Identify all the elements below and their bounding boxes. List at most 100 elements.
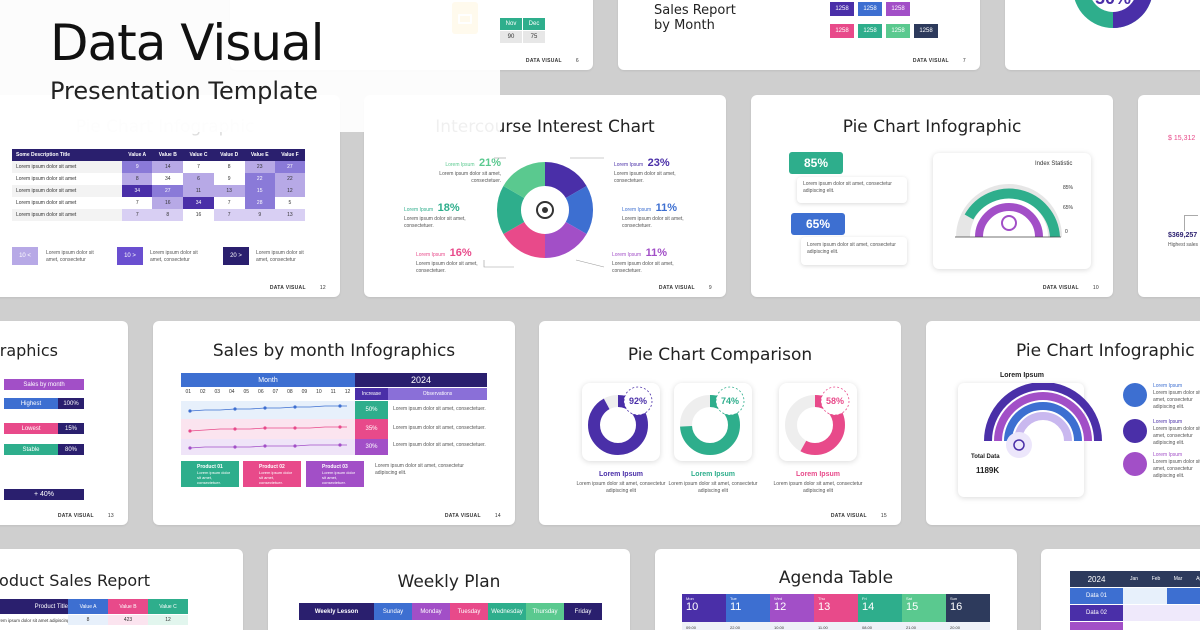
gauge-title: Index Statistic xyxy=(1035,161,1073,167)
value-cell: 1258 xyxy=(914,24,938,38)
bar-value: 80% xyxy=(58,444,84,455)
day-number: 15 xyxy=(906,601,919,613)
ring-segment xyxy=(545,161,587,198)
month-header: Month xyxy=(181,373,355,387)
table-header: Value C xyxy=(189,152,208,158)
legend-item: Lorem Ipsum Lorem ipsum dolor sit amet, c… xyxy=(1153,452,1200,479)
slide-16-pie[interactable]: Pie Chart Infographic Lorem Ipsum Total … xyxy=(926,321,1200,525)
month-tick: 06 xyxy=(258,389,264,395)
slide-13-infographics[interactable]: Infographics Sales by month Highest 100%… xyxy=(0,321,128,525)
increase-cell: 30% xyxy=(355,439,388,455)
month-value: 90 xyxy=(500,31,522,43)
observation: Lorem ipsum dolor sit amet, consectetuer… xyxy=(393,442,486,448)
agenda-day: Sat 15 21.00 xyxy=(902,594,946,630)
product-card: Product 02 Lorem ipsum dolor sit amet, c… xyxy=(243,461,301,487)
month-header: Jan xyxy=(1123,571,1145,587)
weekly-header: Thursday xyxy=(526,603,564,620)
bar-label: Stable xyxy=(4,444,58,455)
month-tick: 10 xyxy=(316,389,322,395)
table-cell: 7 xyxy=(122,197,153,209)
table-cell: 34 xyxy=(183,197,214,209)
donut-chart: 50% xyxy=(1074,0,1195,28)
day-of-week: Fri xyxy=(862,596,867,601)
donut-arc xyxy=(588,395,648,455)
day-of-week: Thu xyxy=(818,596,825,601)
row-label: Data 02 xyxy=(1070,605,1123,621)
slide-right-partial[interactable]: $ 15,312 $369,257 Highest sales xyxy=(1138,95,1200,297)
slide-footer: DATA VISUAL 7 xyxy=(912,58,966,64)
col-header: Observations xyxy=(388,388,487,400)
note: Lorem ipsum dolor sit amet, consectetur … xyxy=(375,463,464,476)
day-of-week: Sat xyxy=(906,596,913,601)
table-row: Lorem ipsum dolor sit amet 7 8 16 7 9 13 xyxy=(12,209,305,221)
gauge-tick: 85% xyxy=(1063,185,1074,191)
slide-top-mid[interactable]: Sales Report by Month 1258 1258 1258 125… xyxy=(618,0,980,70)
weekly-header: Friday xyxy=(564,603,602,620)
hero-banner: Data Visual Presentation Template xyxy=(0,0,500,132)
slide-weekly-plan[interactable]: Weekly Plan Weekly Lesson Sunday Monday Tue… xyxy=(268,549,630,630)
slide-14-sales-month[interactable]: Sales by month Infographics Month 2024 I… xyxy=(153,321,515,525)
percent-badge: 65% xyxy=(791,213,845,235)
agenda-day: Thu 13 11.00 xyxy=(814,594,858,630)
table-cell: 27 xyxy=(274,161,305,173)
slide-title: Infographics xyxy=(0,341,58,360)
table-cell: Lorem ipsum dolor sit amet adipiscing xyxy=(0,617,68,623)
table-header: Some Description Title xyxy=(16,152,71,158)
bar-value: 100% xyxy=(58,398,84,409)
line-chart xyxy=(188,404,347,450)
table-cell: 23 xyxy=(244,161,275,173)
gauge-arc xyxy=(975,203,1043,238)
donut-chart: 92% xyxy=(588,386,653,455)
slide-product-sales[interactable]: Product Sales Report Product Title Value… xyxy=(0,549,243,630)
table-header: Value B xyxy=(108,599,148,614)
slide-footer: DATA VISUAL 15 xyxy=(830,513,887,519)
slide-bottom-right[interactable]: 2024 Jan Feb Mar Apr Data 01 Data 02 xyxy=(1041,549,1200,630)
value-cell: 1258 xyxy=(886,24,910,38)
month-tick: 11 xyxy=(330,389,336,395)
slide-15-comparison[interactable]: Pie Chart Comparison 92% Lorem Ipsum Lorem… xyxy=(539,321,901,525)
total-value: 1189K xyxy=(976,466,1000,475)
table-header: Value D xyxy=(220,152,239,158)
slide-top-right[interactable]: 50% xyxy=(1005,0,1200,70)
legend-item: Lorem Ipsum 18% Lorem ipsum dolor sit am… xyxy=(404,202,466,229)
table-cell: 8 xyxy=(122,173,153,185)
chart-label: Lorem Ipsum xyxy=(1000,372,1044,379)
table-row: Lorem ipsum dolor sit amet 34 27 11 13 15 12 xyxy=(12,185,305,197)
value-cell: 1258 xyxy=(858,24,882,38)
slide-title: Pie Chart Comparison xyxy=(627,345,813,365)
weekly-header: Weekly Lesson xyxy=(299,603,374,620)
title-line-1: Sales Report xyxy=(654,3,736,18)
badge: 10 < xyxy=(12,247,38,265)
month-value: 75 xyxy=(523,31,545,43)
ring-segment xyxy=(565,186,594,234)
product-card: Product 01 Lorem ipsum dolor sit amet, c… xyxy=(181,461,239,487)
card-label: Lorem Ipsum xyxy=(691,471,735,478)
table-header: Value A xyxy=(128,152,147,158)
chat-icon xyxy=(1123,383,1147,407)
month-header: Dec xyxy=(523,18,545,30)
row-label: Lorem ipsum dolor sit amet xyxy=(16,200,77,206)
badge-text: Lorem ipsum dolor sit amet, consectetur xyxy=(46,250,94,263)
row-label: Data 01 xyxy=(1070,588,1123,604)
gauge-tick: 65% xyxy=(1063,205,1074,211)
donut-chart: 58% xyxy=(785,386,850,455)
hero-title: Data Visual xyxy=(50,14,325,72)
slide-agenda-table[interactable]: Agenda Table Mon 10 09.00 Tue 11 22.00 Wed 12 10… xyxy=(655,549,1017,630)
slide-10-pie[interactable]: Pie Chart Infographic Lorem ipsum dolor … xyxy=(751,95,1113,297)
month-axis: 01 02 03 04 05 06 07 08 09 10 11 12 xyxy=(181,389,355,395)
card-label: Lorem Ipsum xyxy=(796,471,840,478)
table-header: Product Title xyxy=(0,599,68,614)
month-tick: 04 xyxy=(229,389,235,395)
total-label: Total Data xyxy=(971,454,1000,460)
table-cell: 11 xyxy=(183,185,214,197)
day-of-week: Mon xyxy=(686,596,694,601)
table-cell: 27 xyxy=(152,185,184,197)
month-tick: 05 xyxy=(243,389,250,395)
month-tick: 07 xyxy=(272,389,279,395)
table-header: Value C xyxy=(148,599,188,614)
agenda-day: Fri 14 08.00 xyxy=(858,594,902,630)
donut-chart: 74% xyxy=(680,386,745,455)
slide-footer: DATA VISUAL 6 xyxy=(525,58,579,64)
agenda-day: Tue 11 22.00 xyxy=(726,594,770,630)
table-cell: 7 xyxy=(213,209,245,221)
